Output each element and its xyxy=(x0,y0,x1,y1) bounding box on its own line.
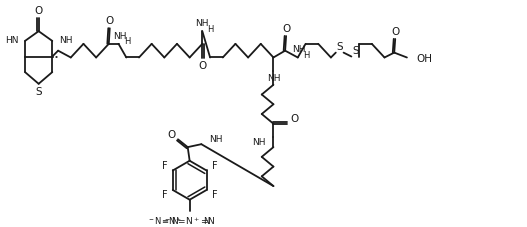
Text: S: S xyxy=(336,42,343,52)
Text: F: F xyxy=(212,161,218,171)
Text: NH: NH xyxy=(252,138,266,147)
Text: H: H xyxy=(304,51,310,60)
Text: O: O xyxy=(391,27,399,37)
Text: NH: NH xyxy=(59,36,73,45)
Text: NH: NH xyxy=(209,135,222,144)
Text: F: F xyxy=(162,190,167,200)
Text: NH: NH xyxy=(113,32,126,41)
Text: OH: OH xyxy=(417,54,433,64)
Text: $^-$N=N$^+$=N: $^-$N=N$^+$=N xyxy=(163,215,216,227)
Text: N: N xyxy=(203,217,210,226)
Text: F: F xyxy=(212,190,218,200)
Text: $^-$N$\!\equiv\!$N$^+$: $^-$N$\!\equiv\!$N$^+$ xyxy=(147,215,182,227)
Text: NH: NH xyxy=(292,45,306,54)
Text: O: O xyxy=(291,114,299,124)
Text: HN: HN xyxy=(5,36,18,45)
Text: O: O xyxy=(105,16,114,26)
Text: NH: NH xyxy=(196,19,209,28)
Text: H: H xyxy=(207,25,213,34)
Text: NH: NH xyxy=(267,74,280,83)
Text: H: H xyxy=(124,37,131,46)
Text: O: O xyxy=(282,24,290,34)
Text: S: S xyxy=(35,86,42,96)
Text: F: F xyxy=(162,161,167,171)
Text: O: O xyxy=(35,6,43,16)
Text: O: O xyxy=(198,61,207,71)
Text: S: S xyxy=(352,46,358,56)
Text: O: O xyxy=(167,131,175,141)
